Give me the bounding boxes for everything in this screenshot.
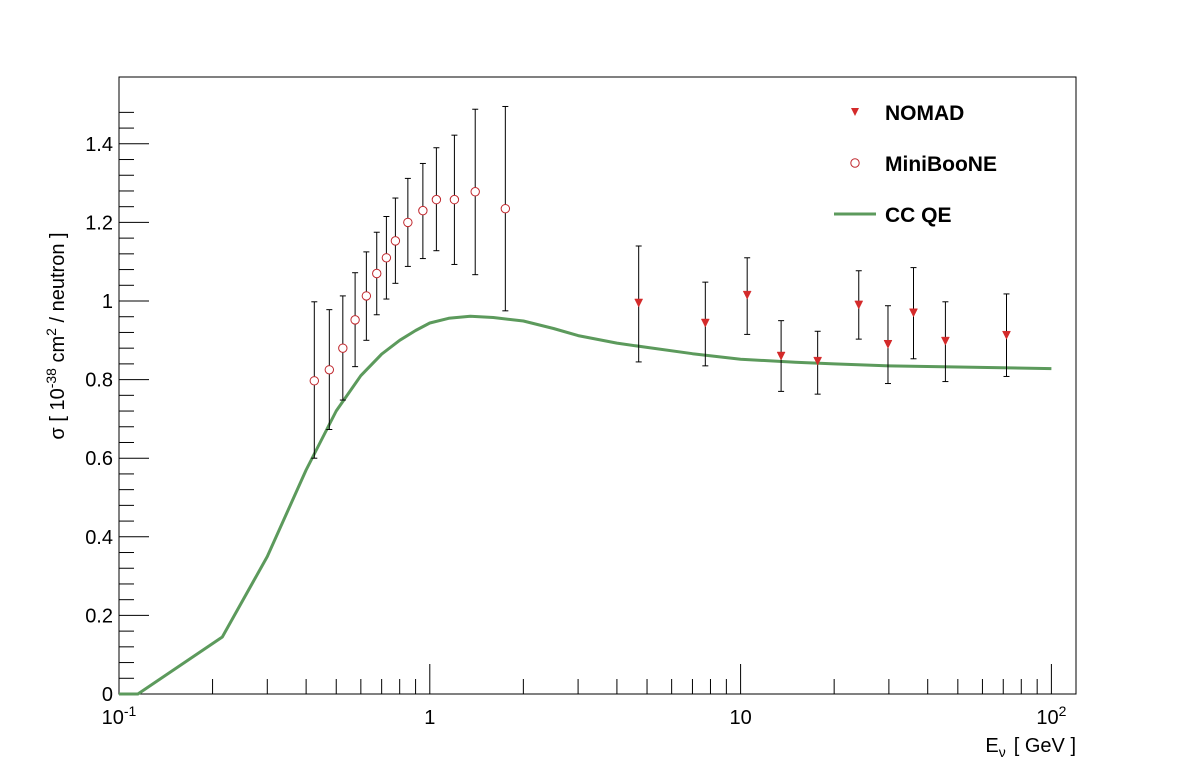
legend-swatch-nomad bbox=[851, 108, 859, 116]
y-tick-label: 1 bbox=[102, 291, 113, 313]
x-tick-label: 1 bbox=[424, 707, 435, 729]
miniboone-point bbox=[381, 253, 392, 263]
nomad-point bbox=[742, 290, 752, 300]
miniboone-point bbox=[372, 268, 382, 279]
nomad-point bbox=[1002, 330, 1011, 340]
miniboone-point bbox=[403, 217, 413, 228]
legend-label: CC QE bbox=[885, 204, 952, 227]
miniboone-point bbox=[500, 203, 511, 214]
nomad-point bbox=[700, 318, 710, 328]
legend-swatch-miniboone bbox=[850, 158, 860, 168]
x-tick-label: 102 bbox=[1036, 703, 1066, 729]
nomad-point bbox=[634, 298, 644, 308]
nomad-point bbox=[883, 339, 893, 349]
nomad-point bbox=[940, 336, 950, 346]
miniboone-point bbox=[418, 205, 428, 216]
x-axis-label: Eν[ GeV ] bbox=[985, 735, 1076, 760]
nomad-point bbox=[909, 308, 918, 318]
nomad-point bbox=[854, 300, 864, 310]
y-tick-label: 1.2 bbox=[85, 212, 113, 234]
y-axis-label: σ [ 10-38 cm2 / neutron ] bbox=[43, 232, 69, 439]
y-axis-ticks: 0 0.2 0.4 0.6 0.8 1 1.2 1.4 bbox=[85, 111, 149, 706]
data-points-layer bbox=[309, 105, 1011, 459]
nomad-point bbox=[813, 356, 823, 366]
miniboone-point bbox=[431, 194, 442, 205]
legend-label: NOMAD bbox=[885, 102, 964, 125]
y-tick-label: 1.4 bbox=[85, 134, 113, 156]
legend: NOMAD MiniBooNE CC QE bbox=[834, 102, 997, 227]
nomad-point bbox=[776, 351, 786, 361]
legend-label: MiniBooNE bbox=[885, 153, 997, 176]
y-tick-label: 0.2 bbox=[85, 605, 113, 627]
miniboone-point bbox=[390, 236, 401, 246]
x-tick-label: 10 bbox=[729, 707, 751, 729]
cc-qe-curve bbox=[119, 314, 1052, 696]
y-tick-label: 0 bbox=[102, 684, 113, 706]
miniboone-point bbox=[309, 376, 320, 386]
miniboone-point bbox=[350, 315, 360, 325]
y-tick-label: 0.8 bbox=[85, 370, 113, 392]
plot-frame bbox=[118, 76, 1077, 695]
cc-qe-curve-layer bbox=[119, 314, 1052, 696]
x-axis-ticks: 10-1 1 10 102 bbox=[102, 664, 1067, 729]
miniboone-point bbox=[361, 291, 372, 301]
y-tick-label: 0.4 bbox=[85, 527, 113, 549]
miniboone-point bbox=[338, 343, 348, 353]
miniboone-point bbox=[324, 365, 335, 375]
miniboone-point bbox=[470, 187, 480, 197]
x-tick-label: 10-1 bbox=[102, 703, 137, 729]
miniboone-point bbox=[449, 194, 460, 205]
y-tick-label: 0.6 bbox=[85, 448, 113, 470]
